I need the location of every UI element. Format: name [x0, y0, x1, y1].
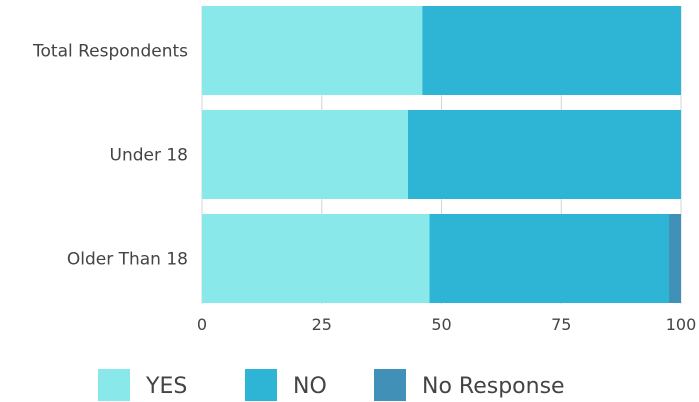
x-tick-label: 100: [666, 315, 697, 334]
x-axis-ticks: 0 25 50 75 100: [197, 315, 696, 334]
x-tick-label: 25: [312, 315, 332, 334]
category-label: Total Respondents: [32, 42, 188, 62]
category-label: Older Than 18: [67, 250, 188, 270]
legend-swatch: [98, 369, 130, 401]
legend-label: NO: [293, 374, 327, 399]
x-tick-label: 0: [197, 315, 207, 334]
legend-item-no: NO: [245, 369, 327, 401]
bar-segment-yes: [202, 214, 430, 303]
bar-segment-no-response: [669, 214, 681, 303]
bar-segment-no: [422, 6, 681, 95]
legend-label: No Response: [422, 374, 565, 399]
x-tick-label: 50: [431, 315, 451, 334]
bar-segment-yes: [202, 110, 408, 199]
x-tick-label: 75: [551, 315, 571, 334]
legend-label: YES: [145, 374, 187, 399]
bar-segment-yes: [202, 6, 423, 95]
legend-swatch: [245, 369, 277, 401]
legend-item-yes: YES: [98, 369, 187, 401]
bar-segment-no: [407, 110, 681, 199]
legend-item-no-response: No Response: [374, 369, 565, 401]
category-label: Under 18: [110, 146, 189, 166]
legend: YES NO No Response: [98, 369, 565, 401]
category-labels: Total Respondents Under 18 Older Than 18: [32, 42, 188, 270]
bar-segment-no: [429, 214, 670, 303]
bars: [202, 6, 681, 303]
legend-swatch: [374, 369, 406, 401]
